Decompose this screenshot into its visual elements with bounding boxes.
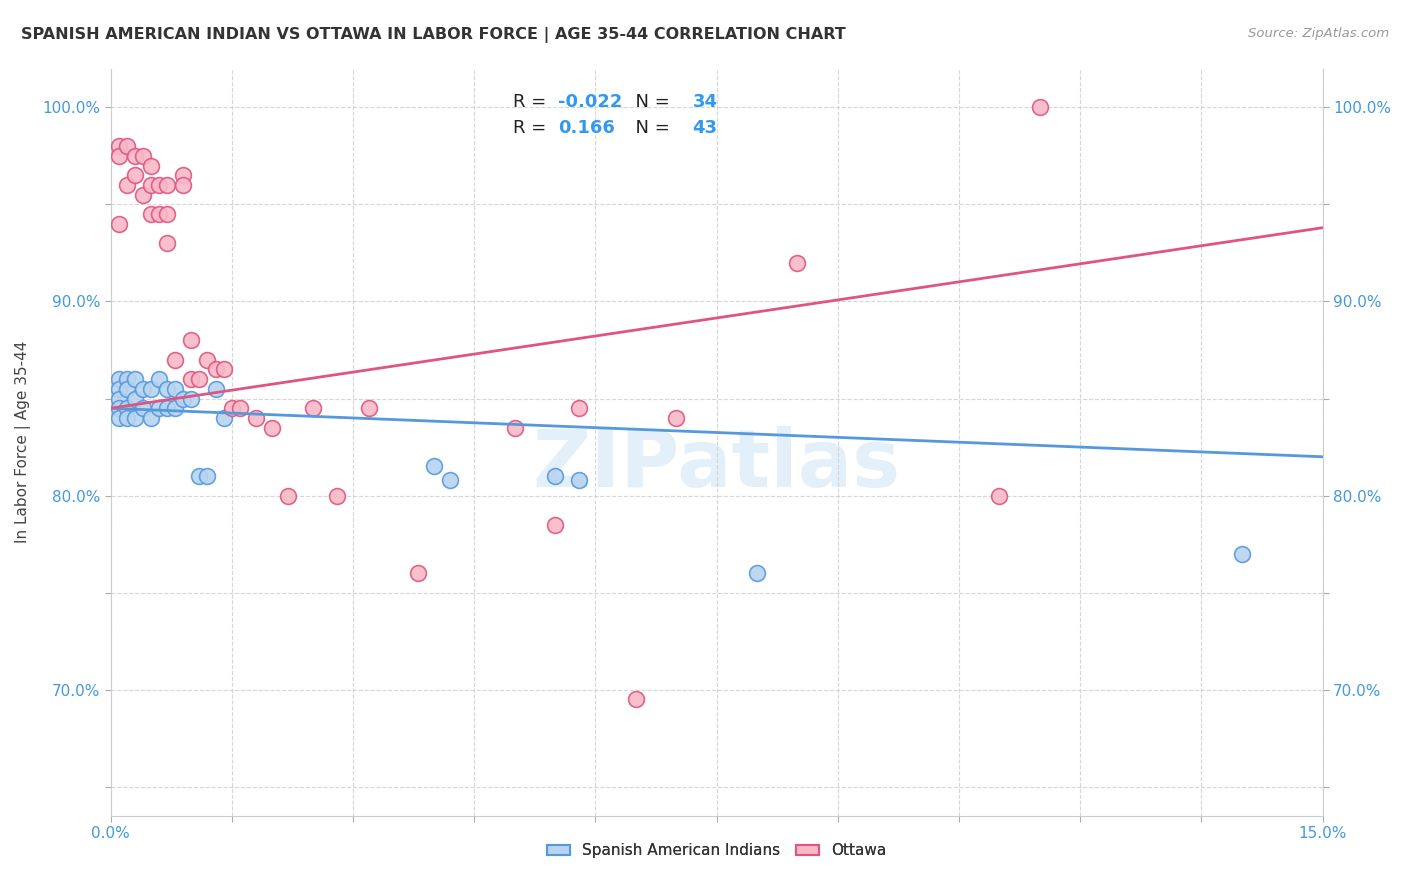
Point	[165, 401, 187, 416]
Point	[156, 236, 179, 251]
Point	[406, 566, 429, 581]
Point	[148, 401, 170, 416]
Point	[197, 352, 219, 367]
Point	[132, 382, 155, 396]
Point	[197, 469, 219, 483]
Point	[132, 401, 155, 416]
Point	[139, 159, 162, 173]
Text: N =: N =	[624, 120, 676, 137]
Point	[107, 411, 129, 425]
Legend: Spanish American Indians, Ottawa: Spanish American Indians, Ottawa	[541, 837, 893, 864]
Point	[107, 217, 129, 231]
Point	[188, 372, 211, 386]
Point	[544, 469, 567, 483]
Point	[326, 489, 349, 503]
Point	[156, 207, 179, 221]
Point	[204, 382, 226, 396]
Point	[439, 473, 461, 487]
Point	[107, 139, 129, 153]
Point	[277, 489, 299, 503]
Point	[165, 352, 187, 367]
Point	[229, 401, 252, 416]
Point	[165, 382, 187, 396]
Point	[115, 139, 138, 153]
Point	[115, 401, 138, 416]
Point	[1230, 547, 1253, 561]
Point	[172, 169, 194, 183]
Text: R =: R =	[513, 120, 558, 137]
Text: 43: 43	[692, 120, 717, 137]
Text: SPANISH AMERICAN INDIAN VS OTTAWA IN LABOR FORCE | AGE 35-44 CORRELATION CHART: SPANISH AMERICAN INDIAN VS OTTAWA IN LAB…	[21, 27, 846, 43]
Point	[107, 149, 129, 163]
Text: R =: R =	[513, 93, 553, 112]
Text: N =: N =	[624, 93, 676, 112]
Point	[124, 411, 146, 425]
Point	[180, 372, 202, 386]
Point	[568, 401, 591, 416]
Point	[148, 207, 170, 221]
Point	[124, 372, 146, 386]
Point	[132, 149, 155, 163]
Point	[139, 207, 162, 221]
Point	[245, 411, 267, 425]
Text: Source: ZipAtlas.com: Source: ZipAtlas.com	[1249, 27, 1389, 40]
Point	[139, 382, 162, 396]
Point	[156, 401, 179, 416]
Point	[107, 401, 129, 416]
Point	[124, 392, 146, 406]
Point	[124, 169, 146, 183]
Point	[988, 489, 1011, 503]
Point	[188, 469, 211, 483]
Point	[107, 382, 129, 396]
Text: 0.166: 0.166	[558, 120, 614, 137]
Point	[115, 372, 138, 386]
Point	[665, 411, 688, 425]
Point	[212, 411, 235, 425]
Point	[107, 392, 129, 406]
Text: 34: 34	[692, 93, 717, 112]
Point	[503, 420, 526, 434]
Point	[568, 473, 591, 487]
Point	[180, 333, 202, 347]
Point	[156, 178, 179, 192]
Point	[301, 401, 323, 416]
Point	[745, 566, 768, 581]
Point	[156, 382, 179, 396]
Point	[139, 178, 162, 192]
Point	[422, 459, 444, 474]
Point	[786, 255, 808, 269]
Point	[544, 517, 567, 532]
Point	[115, 178, 138, 192]
Text: -0.022: -0.022	[558, 93, 621, 112]
Point	[221, 401, 243, 416]
Point	[107, 372, 129, 386]
Point	[172, 392, 194, 406]
Text: ZIPatlas: ZIPatlas	[533, 425, 901, 504]
Point	[115, 411, 138, 425]
Point	[139, 411, 162, 425]
Point	[624, 692, 647, 706]
Point	[204, 362, 226, 376]
Point	[262, 420, 284, 434]
Point	[124, 149, 146, 163]
Point	[148, 372, 170, 386]
Point	[148, 178, 170, 192]
Point	[359, 401, 381, 416]
Point	[115, 382, 138, 396]
Y-axis label: In Labor Force | Age 35-44: In Labor Force | Age 35-44	[15, 341, 31, 543]
Point	[1029, 100, 1052, 114]
Point	[212, 362, 235, 376]
Point	[132, 187, 155, 202]
Point	[180, 392, 202, 406]
Point	[172, 178, 194, 192]
